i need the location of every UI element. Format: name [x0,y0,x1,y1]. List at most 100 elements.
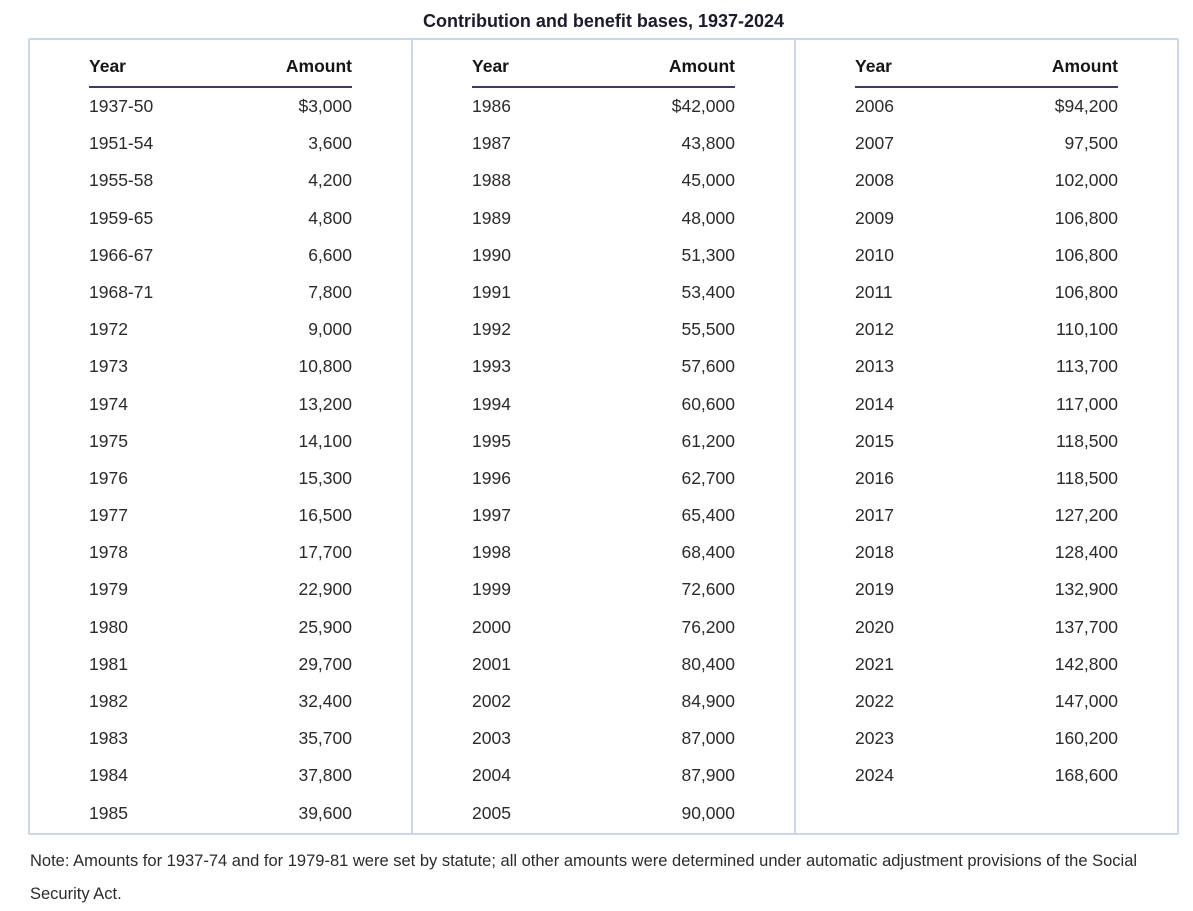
year-cell: 1988 [472,170,511,191]
year-column-header: Year [89,53,221,88]
table-row: 1998 68,400 [472,534,735,571]
amount-cell: 16,500 [298,505,352,526]
year-cell: 2012 [855,319,894,340]
year-amount-table: Year Amount 2006 $94,200 2007 97,500 2008 102,0… [855,53,1118,795]
amount-cell: 72,600 [681,579,735,600]
year-cell: 1980 [89,616,128,637]
amount-cell: 39,600 [298,802,352,823]
amount-cell: 118,500 [1056,430,1118,451]
table-panel-3: Year Amount 2006 $94,200 2007 97,500 2008 102,0… [794,40,1177,833]
amount-cell: 4,200 [308,170,352,191]
year-cell: 2017 [855,505,894,526]
table-row: 1990 51,300 [472,237,735,274]
amount-cell: 32,400 [298,691,352,711]
year-cell: 2000 [472,616,511,637]
table-row: 2007 97,500 [855,125,1118,162]
year-cell: 1990 [472,244,511,265]
year-cell: 1984 [89,765,128,786]
amount-cell: 87,000 [681,728,735,749]
amount-cell: $3,000 [298,96,352,116]
table-row: 2009 106,800 [855,200,1118,237]
amount-cell: 168,600 [1054,765,1118,786]
table-row: 2006 $94,200 [855,87,1118,125]
year-cell: 1999 [472,579,511,600]
year-column-header: Year [472,53,604,88]
table-row: 2018 128,400 [855,534,1118,571]
amount-cell: 29,700 [298,653,352,674]
table-row: 2015 118,500 [855,423,1118,460]
year-cell: 1997 [472,505,511,526]
year-cell: 1982 [89,691,128,711]
amount-cell: 25,900 [298,616,352,637]
table-row: 1981 29,700 [89,646,352,683]
amount-cell: 76,200 [681,616,735,637]
amount-cell: 80,400 [681,653,735,674]
amount-cell: 10,800 [298,356,352,377]
table-row: 1972 9,000 [89,311,352,348]
table-row: 2020 137,700 [855,609,1118,646]
table-row: 2014 117,000 [855,386,1118,423]
table-container: Year Amount 1937-50 $3,000 1951-54 3,600 1955-… [28,38,1179,835]
table-header-row: Year Amount [89,53,352,88]
amount-cell: 60,600 [681,393,735,414]
table-row: 2010 106,800 [855,237,1118,274]
amount-cell: 137,700 [1054,616,1118,637]
table-row: 2016 118,500 [855,460,1118,497]
year-cell: 1951-54 [89,133,154,154]
amount-cell: 62,700 [681,467,735,488]
year-column-header: Year [855,53,987,88]
year-cell: 1972 [89,319,128,340]
table-row: 2024 168,600 [855,757,1118,794]
table-panel-2: Year Amount 1986 $42,000 1987 43,800 1988 45,00… [411,40,794,833]
year-amount-table: Year Amount 1986 $42,000 1987 43,800 1988 45,00… [472,53,735,832]
table-row: 2023 160,200 [855,720,1118,757]
amount-cell: 45,000 [681,170,735,191]
year-cell: 1979 [89,579,128,600]
table-row: 2017 127,200 [855,497,1118,534]
amount-cell: 160,200 [1054,728,1118,749]
amount-cell: 7,800 [308,281,352,302]
table-row: 1986 $42,000 [472,87,735,125]
year-cell: 1992 [472,319,511,340]
table-row: 1999 72,600 [472,571,735,608]
amount-cell: 127,200 [1054,505,1118,526]
amount-cell: 9,000 [308,319,352,340]
table-row: 1937-50 $3,000 [89,87,352,125]
amount-cell: 106,800 [1054,207,1118,228]
year-cell: 2018 [855,542,894,563]
amount-column-header: Amount [220,53,352,88]
amount-cell: 37,800 [298,765,352,786]
table-row: 1995 61,200 [472,423,735,460]
year-cell: 2010 [855,244,894,265]
table-row: 1980 25,900 [89,609,352,646]
table-row: 2019 132,900 [855,571,1118,608]
year-cell: 1994 [472,393,511,414]
amount-cell: 14,100 [298,430,352,451]
year-amount-table: Year Amount 1937-50 $3,000 1951-54 3,600 1955-… [89,53,352,832]
year-cell: 1998 [472,542,511,563]
year-cell: 2002 [472,691,511,711]
amount-cell: 13,200 [298,393,352,414]
year-cell: 1977 [89,505,128,526]
table-row: 2005 90,000 [472,795,735,832]
amount-cell: 6,600 [308,244,352,265]
table-row: 1985 39,600 [89,795,352,832]
table-row: 2021 142,800 [855,646,1118,683]
table-row: 1951-54 3,600 [89,125,352,162]
amount-cell: 68,400 [681,542,735,563]
year-cell: 1991 [472,281,511,302]
amount-cell: $42,000 [671,96,735,116]
table-row: 1991 53,400 [472,274,735,311]
amount-cell: 128,400 [1054,542,1118,563]
table-row: 2008 102,000 [855,162,1118,199]
table-row: 1987 43,800 [472,125,735,162]
amount-cell: 113,700 [1056,356,1118,377]
year-cell: 2015 [855,430,894,451]
table-row: 1989 48,000 [472,200,735,237]
amount-cell: 55,500 [681,319,735,340]
year-cell: 2024 [855,765,894,786]
amount-cell: 118,500 [1056,467,1118,488]
table-row: 2011 106,800 [855,274,1118,311]
year-cell: 1976 [89,467,128,488]
table-row: 1975 14,100 [89,423,352,460]
